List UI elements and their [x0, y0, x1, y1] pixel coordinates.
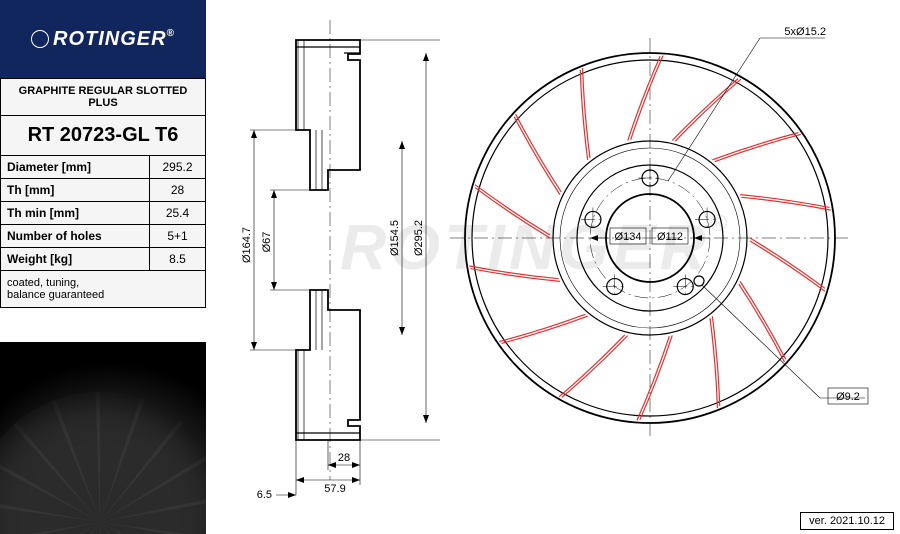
logo-ring-icon	[31, 30, 49, 48]
slot	[640, 335, 672, 419]
slot	[750, 241, 825, 291]
slot	[715, 134, 801, 161]
slot	[740, 281, 786, 359]
slot	[562, 335, 628, 397]
slot	[516, 114, 562, 192]
dim-thickness: 28	[338, 452, 350, 464]
slot	[471, 269, 560, 282]
table-row: Diameter [mm]295.2	[1, 156, 206, 179]
slot	[741, 197, 830, 210]
dim-centerbore: Ø112	[657, 231, 683, 243]
slot	[750, 238, 825, 288]
slot	[675, 79, 741, 141]
slot	[628, 56, 660, 140]
dim-inner: Ø154.5	[389, 220, 401, 256]
technical-drawing: Ø164.7 Ø67 28 57.9 6.5	[210, 0, 900, 520]
slot	[469, 266, 558, 279]
product-photo	[0, 342, 206, 534]
dim-outer: Ø295.2	[413, 220, 425, 256]
slot	[475, 188, 550, 238]
slot	[502, 316, 588, 343]
slot	[712, 316, 719, 406]
dim-bcd: Ø134	[615, 231, 642, 243]
slot	[739, 284, 785, 362]
slot	[499, 314, 585, 341]
slot	[740, 195, 829, 208]
dim-flange: 6.5	[257, 489, 272, 501]
slot	[631, 56, 663, 140]
table-row: Weight [kg]8.5	[1, 248, 206, 271]
version-label: ver. 2021.10.12	[800, 512, 894, 530]
brand-logo: ROTINGER	[0, 0, 206, 78]
slot	[637, 336, 669, 420]
table-row: Th min [mm]25.4	[1, 202, 206, 225]
table-row: Number of holes5+1	[1, 225, 206, 248]
table-row: Th [mm]28	[1, 179, 206, 202]
slot	[559, 335, 625, 397]
part-number: RT 20723-GL T6	[1, 116, 206, 156]
slot	[712, 133, 798, 160]
dim-hat-outer: Ø164.7	[241, 227, 253, 263]
spec-note: coated, tuning, balance guaranteed	[1, 271, 206, 308]
slot	[514, 117, 560, 195]
dim-bolt-holes: 5xØ15.2	[784, 26, 826, 38]
slot	[475, 185, 550, 235]
dim-bore: Ø67	[261, 232, 273, 253]
index-hole	[694, 276, 704, 286]
slot	[580, 70, 587, 160]
brand-name: ROTINGER	[53, 28, 175, 51]
dim-hat-depth: 57.9	[324, 483, 345, 495]
spec-table: GRAPHITE REGULAR SLOTTED PLUS RT 20723-G…	[0, 78, 206, 308]
product-title: GRAPHITE REGULAR SLOTTED PLUS	[1, 79, 206, 116]
dim-index-hole: Ø9.2	[836, 391, 860, 403]
